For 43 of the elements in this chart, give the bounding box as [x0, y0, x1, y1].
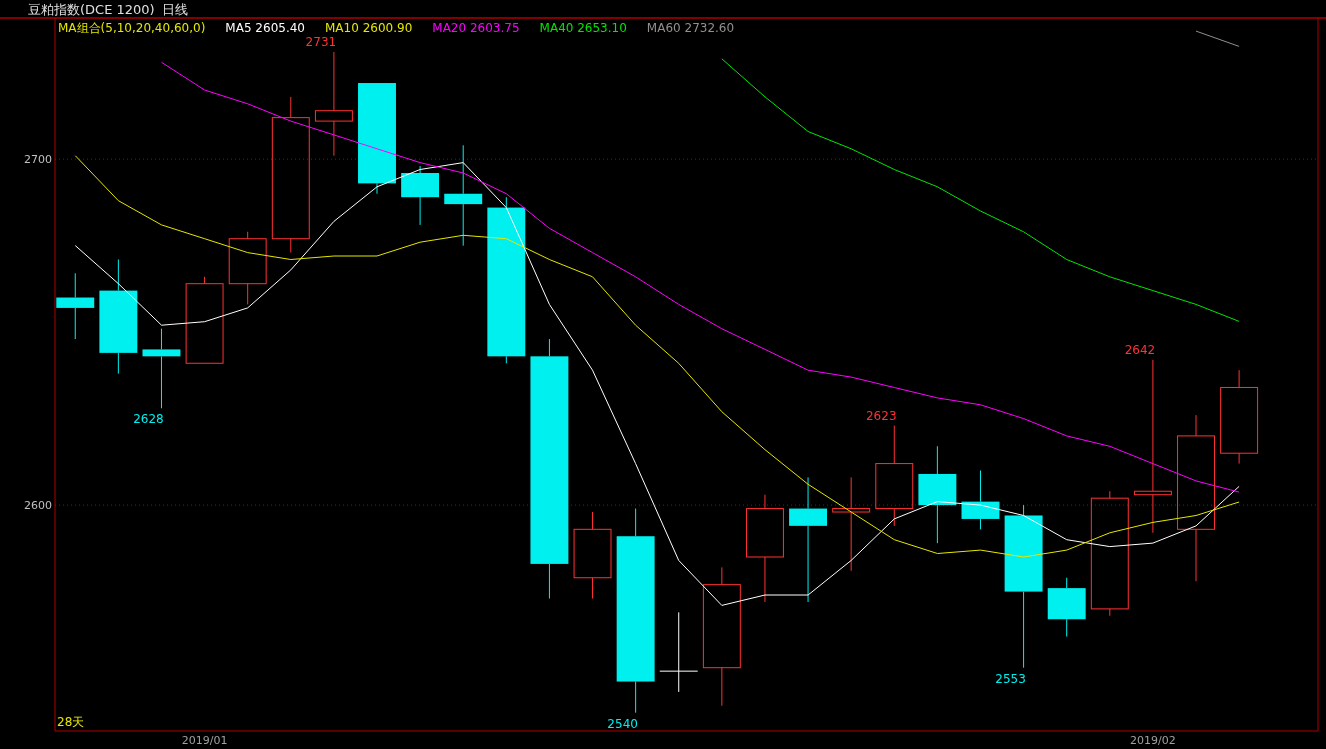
candlestick	[659, 611, 699, 693]
text: 2731	[305, 34, 337, 49]
text: MA5 2605.40	[225, 21, 305, 35]
chart-title: 豆粕指数(DCE 1200)	[28, 2, 155, 17]
candlestick	[616, 508, 655, 714]
line-series	[161, 61, 1240, 493]
candlestick	[702, 566, 741, 707]
candlestick	[487, 196, 526, 364]
y-tick-label: 2600	[24, 499, 52, 513]
line-series	[721, 58, 1240, 322]
candlestick	[918, 445, 957, 544]
candlestick	[789, 476, 828, 603]
candlestick	[314, 51, 353, 157]
candlestick	[271, 96, 310, 254]
candlestick	[1177, 414, 1215, 582]
y-tick-label: 2700	[24, 153, 52, 167]
candlestick	[832, 476, 871, 572]
text: 2540	[607, 716, 638, 731]
text: 2628	[133, 412, 164, 427]
candlestick	[56, 272, 95, 340]
candlestick	[1133, 359, 1172, 534]
candlestick	[745, 494, 784, 603]
candlestick	[99, 258, 138, 375]
x-tick-label: 2019/01	[181, 734, 228, 747]
legend-title: MA组合(5,10,20,40,60,0)	[58, 21, 206, 35]
text: 2642	[1124, 342, 1156, 357]
candlestick	[530, 338, 569, 599]
annotation: 28天	[57, 715, 85, 729]
chart-subtitle: 日线	[162, 2, 188, 17]
text: MA20 2603.75	[432, 21, 520, 35]
candlestick	[573, 511, 612, 599]
candlestick	[401, 165, 440, 226]
text: 2623	[866, 408, 897, 423]
x-tick-label: 2019/02	[1130, 734, 1176, 747]
text: MA10 2600.90	[325, 21, 413, 35]
candlestick	[1047, 577, 1086, 638]
candlestick	[1220, 369, 1259, 465]
candlestick	[142, 328, 181, 409]
text: 2553	[995, 671, 1026, 686]
text: MA40 2653.10	[539, 21, 627, 35]
candlestick	[1004, 504, 1043, 669]
candlestick	[444, 144, 483, 247]
text: MA60 2732.60	[646, 21, 735, 35]
